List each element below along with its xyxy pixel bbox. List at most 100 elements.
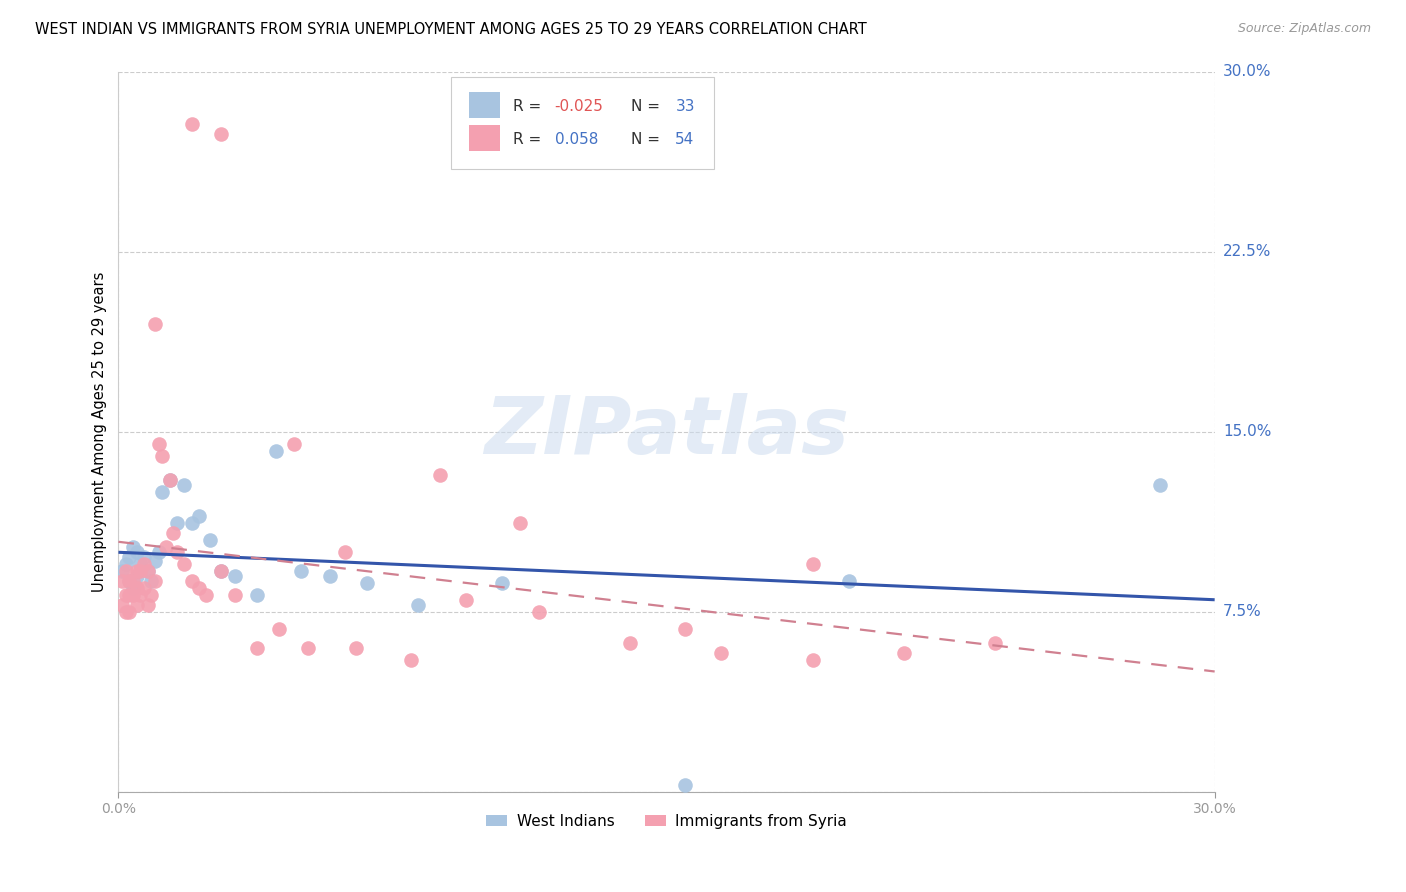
Point [333,545,356,559]
Point [269,622,291,636]
Point [150,484,173,499]
Point [162,525,184,540]
Point [984,636,1007,650]
Text: R =: R = [513,99,541,113]
Point [125,545,148,559]
Point [132,549,155,564]
Point [801,557,824,571]
Point [129,588,152,602]
Point [118,574,141,588]
Point [148,436,170,450]
Point [111,574,134,588]
Point [198,533,221,547]
Point [173,477,195,491]
Point [118,574,141,588]
Point [114,588,136,602]
Point [224,569,246,583]
Text: N =: N = [631,132,661,147]
Point [801,653,824,667]
Text: 33: 33 [675,99,695,113]
Point [893,646,915,660]
Point [141,574,163,588]
Point [209,127,232,141]
Point [344,640,367,655]
Point [125,581,148,595]
Point [129,564,152,578]
Point [290,564,312,578]
Point [132,581,155,595]
Point [132,557,155,571]
Point [141,588,163,602]
Point [673,622,696,636]
Point [619,636,641,650]
Y-axis label: Unemployment Among Ages 25 to 29 years: Unemployment Among Ages 25 to 29 years [93,271,107,592]
Point [155,540,177,554]
Point [122,574,145,588]
Point [180,516,202,530]
Point [356,576,378,591]
Point [209,564,232,578]
Point [143,317,166,331]
Text: 7.5%: 7.5% [1223,605,1261,619]
Point [224,588,246,602]
Point [297,640,319,655]
Point [111,598,134,612]
Point [209,564,232,578]
Text: ZIPatlas: ZIPatlas [484,392,849,471]
Point [173,557,195,571]
Point [838,574,860,588]
Point [264,444,287,458]
Text: 15.0%: 15.0% [1223,425,1271,439]
Point [187,508,209,523]
Text: 0.058: 0.058 [555,132,598,147]
Text: N =: N = [631,99,661,113]
Point [136,598,159,612]
Point [673,778,696,792]
Text: 22.5%: 22.5% [1223,244,1271,260]
Text: R =: R = [513,132,541,147]
Point [148,545,170,559]
Point [454,592,477,607]
Point [143,574,166,588]
Point [114,605,136,619]
Point [187,581,209,595]
Text: 54: 54 [675,132,695,147]
Point [129,557,152,571]
FancyBboxPatch shape [470,92,501,118]
Point [166,545,188,559]
Point [136,564,159,578]
Point [246,588,269,602]
FancyBboxPatch shape [470,125,501,151]
Point [1149,477,1171,491]
Point [399,653,422,667]
Point [122,588,145,602]
FancyBboxPatch shape [450,77,714,169]
Point [159,473,181,487]
Point [114,557,136,571]
Text: Source: ZipAtlas.com: Source: ZipAtlas.com [1237,22,1371,36]
Point [118,549,141,564]
Point [406,598,429,612]
Point [125,598,148,612]
Point [159,473,181,487]
Point [143,554,166,568]
Point [491,576,513,591]
Point [111,564,134,578]
Point [118,588,141,602]
Point [118,605,141,619]
Point [114,564,136,578]
Text: -0.025: -0.025 [555,99,603,113]
Point [122,540,145,554]
Point [150,449,173,463]
Point [527,605,550,619]
Point [283,436,305,450]
Point [319,569,342,583]
Text: WEST INDIAN VS IMMIGRANTS FROM SYRIA UNEMPLOYMENT AMONG AGES 25 TO 29 YEARS CORR: WEST INDIAN VS IMMIGRANTS FROM SYRIA UNE… [35,22,868,37]
Point [180,574,202,588]
Point [180,117,202,131]
Text: 30.0%: 30.0% [1223,64,1271,79]
Point [246,640,269,655]
Point [136,564,159,578]
Point [710,646,733,660]
Point [122,581,145,595]
